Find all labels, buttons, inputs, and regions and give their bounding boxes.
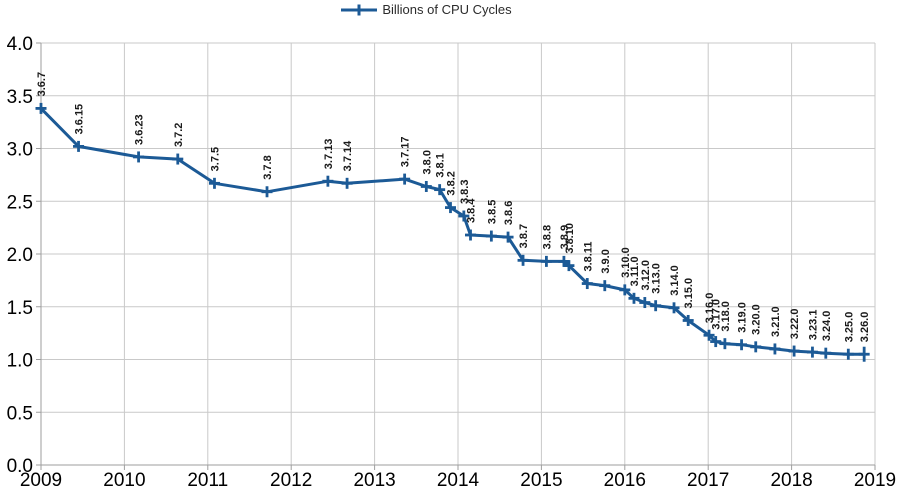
data-point-label: 3.8.1: [435, 153, 447, 177]
data-point-label: 3.8.8: [541, 225, 553, 249]
y-tick-label: 0.0: [7, 456, 33, 477]
data-point-label: 3.7.8: [262, 155, 274, 179]
data-point-label: 3.8.2: [445, 171, 457, 195]
data-point-label: 3.26.0: [859, 312, 871, 343]
data-point-label: 3.25.0: [843, 312, 855, 343]
data-point-label: 3.12.0: [640, 260, 652, 291]
x-tick-label: 2017: [687, 470, 729, 491]
legend-label: Billions of CPU Cycles: [382, 2, 512, 17]
legend-line-plus-marker-icon: [341, 4, 378, 15]
x-tick-label: 2019: [854, 470, 896, 491]
y-tick-label: 2.5: [7, 192, 33, 213]
data-point-label: 3.14.0: [669, 265, 681, 296]
data-point-label: 3.16.0: [704, 293, 716, 324]
data-point-label: 3.8.11: [582, 242, 594, 272]
x-tick-label: 2009: [20, 470, 62, 491]
data-point-label: 3.8.6: [503, 201, 515, 225]
data-point-label: 3.7.13: [323, 139, 335, 170]
x-tick-label: 2018: [770, 470, 812, 491]
data-point-label: 3.20.0: [751, 304, 763, 335]
data-point-label: 3.6.7: [36, 72, 48, 96]
y-tick-label: 3.5: [7, 87, 33, 108]
data-point-label: 3.19.0: [737, 302, 749, 333]
data-point-label: 3.8.3: [459, 180, 471, 204]
y-tick-label: 4.0: [7, 34, 33, 55]
y-tick-label: 2.0: [7, 245, 33, 266]
data-point-label: 3.9.0: [600, 249, 612, 273]
data-point-label: 3.8.4: [466, 198, 478, 223]
data-point-label: 3.6.23: [134, 114, 146, 145]
y-tick-label: 0.5: [7, 403, 33, 424]
data-point-label: 3.21.0: [770, 306, 782, 337]
y-tick-label: 3.0: [7, 140, 33, 161]
data-point-label: 3.8.9: [559, 225, 571, 249]
x-tick-label: 2012: [270, 470, 312, 491]
data-point-label: 3.8.5: [486, 200, 498, 224]
data-point-label: 3.15.0: [683, 278, 695, 309]
data-point-label: 3.6.15: [74, 104, 86, 135]
data-point-label: 3.8.0: [421, 150, 433, 174]
data-point-label: 3.24.0: [821, 311, 833, 342]
data-point-label: 3.13.0: [651, 263, 663, 294]
y-tick-label: 1.0: [7, 351, 33, 372]
data-point-label: 3.8.10: [564, 223, 576, 254]
data-point-label: 3.23.1: [807, 310, 819, 341]
x-tick-label: 2016: [604, 470, 646, 491]
data-point-label: 3.17.0: [711, 299, 723, 330]
data-point-label: 3.18.0: [720, 301, 732, 332]
x-tick-label: 2015: [520, 470, 562, 491]
data-point-label: 3.8.7: [518, 224, 530, 248]
data-point-label: 3.11.0: [629, 256, 641, 286]
data-point-label: 3.7.14: [342, 140, 354, 171]
data-point-label: 3.7.5: [209, 147, 221, 171]
x-tick-label: 2014: [437, 470, 480, 491]
data-point-label: 3.22.0: [789, 308, 801, 339]
data-point-label: 3.7.2: [173, 123, 185, 147]
x-tick-label: 2010: [103, 470, 145, 491]
data-point-label: 3.7.17: [400, 137, 412, 168]
x-tick-label: 2013: [353, 470, 395, 491]
legend: Billions of CPU Cycles: [0, 2, 876, 17]
x-tick-label: 2011: [187, 470, 228, 491]
y-tick-label: 1.5: [7, 298, 33, 319]
data-point-label: 3.10.0: [620, 247, 632, 278]
